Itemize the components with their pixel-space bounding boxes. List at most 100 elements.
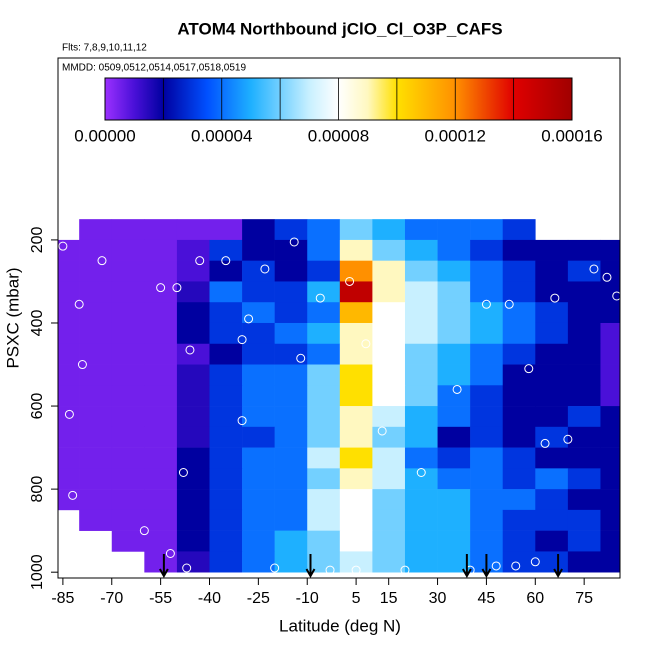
heatmap-cell (404, 489, 438, 511)
heatmap-cell (339, 239, 373, 261)
heatmap-cell (502, 447, 536, 469)
heatmap-cell (404, 343, 438, 365)
sample-point (491, 561, 501, 571)
heatmap-cell (274, 468, 308, 490)
y-axis-label: PSXC (mbar) (3, 267, 22, 368)
heatmap-cell (437, 239, 471, 261)
heatmap-cell (600, 530, 620, 552)
heatmap-cell (209, 551, 243, 573)
sample-point (315, 293, 325, 303)
heatmap-cell (242, 530, 275, 552)
x-axis-label: Latitude (deg N) (279, 616, 401, 635)
heatmap-cell (339, 406, 373, 428)
heatmap-cell (470, 302, 504, 324)
heatmap-cell (209, 364, 243, 386)
heatmap-cell (404, 551, 438, 573)
heatmap-cell (339, 551, 373, 573)
heatmap-cell (404, 322, 438, 345)
heatmap-cell (79, 385, 113, 407)
heatmap-cell (600, 260, 620, 282)
heatmap-cell (567, 426, 601, 448)
heatmap-cell (144, 406, 178, 428)
heatmap-cell (307, 447, 341, 469)
sample-point (237, 416, 247, 426)
heatmap-cell (502, 343, 536, 365)
heatmap-cell (242, 239, 275, 261)
heatmap-cell (242, 551, 275, 573)
heatmap-cell (372, 239, 406, 261)
heatmap-cell (176, 302, 210, 324)
heatmap-cell (144, 302, 178, 324)
sample-point (237, 335, 247, 345)
heatmap-cell (242, 322, 275, 345)
sample-point (77, 360, 87, 370)
heatmap-cell (307, 260, 341, 282)
heatmap-cell (79, 426, 113, 448)
sample-point (172, 283, 182, 293)
heatmap-cell (470, 426, 504, 448)
heatmap-cell (567, 239, 601, 261)
heatmap-cell (567, 343, 601, 365)
heatmap-cell (600, 406, 620, 428)
heatmap-cell (404, 281, 438, 303)
heatmap-cell (437, 406, 471, 428)
heatmap-cell (404, 530, 438, 552)
heatmap-cell (502, 489, 536, 511)
heatmap-cell (58, 385, 80, 407)
heatmap-cell (567, 468, 601, 490)
heatmap-cell (79, 343, 113, 365)
heatmap-cell (535, 406, 569, 428)
heatmap-cell (502, 364, 536, 386)
sample-point (602, 272, 612, 282)
heatmap-cell (111, 489, 145, 511)
flight-arrow (305, 554, 316, 579)
heatmap-cell (274, 343, 308, 365)
heatmap-cell (111, 239, 145, 261)
heatmap-cell (242, 385, 275, 407)
heatmap-cell (209, 302, 243, 324)
heatmap-cell (144, 551, 178, 573)
heatmap-cell (242, 447, 275, 469)
heatmap-cell (372, 447, 406, 469)
heatmap-cell (209, 489, 243, 511)
heatmap-cell (470, 343, 504, 365)
heatmap-cell (242, 406, 275, 428)
heatmap-cell (307, 364, 341, 386)
heatmap-cell (372, 364, 406, 386)
y-tick-label: 400 (29, 310, 46, 337)
heatmap-cell (144, 322, 178, 345)
heatmap-cell (502, 406, 536, 428)
heatmap-cell (58, 426, 80, 448)
heatmap-cell (58, 468, 80, 490)
x-tick-label: -10 (296, 590, 319, 607)
sample-point (351, 565, 361, 575)
heatmap-cell (111, 281, 145, 303)
heatmap-cell (242, 509, 275, 531)
heatmap-cell (404, 302, 438, 324)
heatmap-cell (470, 239, 504, 261)
heatmap-cell (307, 239, 341, 261)
colorbar-tick-label: 0.00016 (541, 126, 602, 145)
heatmap-cell (535, 447, 569, 469)
heatmap-cell (274, 302, 308, 324)
heatmap-cell (58, 406, 80, 428)
sample-point (452, 384, 462, 394)
heatmap-cell (372, 551, 406, 573)
heatmap-cell (79, 302, 113, 324)
heatmap-cell (274, 260, 308, 282)
heatmap-cell (535, 509, 569, 531)
heatmap-cell (176, 468, 210, 490)
heatmap-cell (111, 447, 145, 469)
heatmap-cell (242, 219, 275, 241)
heatmap-cell (437, 260, 471, 282)
heatmap-cell (372, 530, 406, 552)
heatmap-cell (209, 260, 243, 282)
heatmap-cell (437, 551, 471, 573)
y-tick-label: 1000 (29, 554, 46, 590)
heatmap-cell (111, 260, 145, 282)
heatmap-cell (339, 385, 373, 407)
heatmap-cell (437, 447, 471, 469)
heatmap-cell (274, 509, 308, 531)
heatmap-cell (535, 385, 569, 407)
heatmap-cell (600, 322, 620, 345)
